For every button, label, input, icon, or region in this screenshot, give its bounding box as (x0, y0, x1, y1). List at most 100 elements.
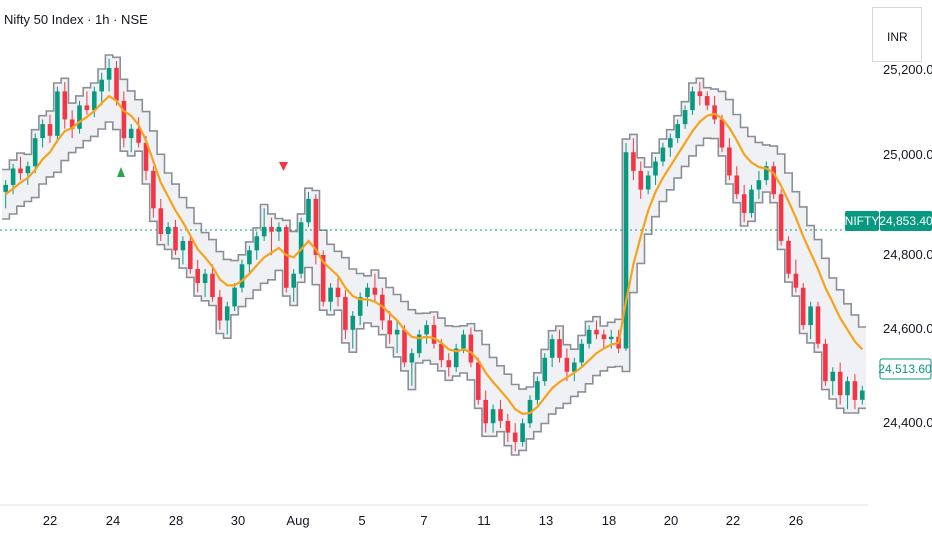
candle-body (84, 105, 90, 111)
symbol-title[interactable]: Nifty 50 Index · 1h · NSE (4, 12, 148, 27)
indicator-badge-box (879, 358, 932, 380)
candle-body (365, 287, 370, 297)
candle-body (764, 166, 769, 181)
candle-body (690, 91, 695, 111)
candle-body (549, 339, 555, 358)
candle-body (320, 255, 326, 302)
candle-body (431, 325, 437, 344)
candle-body (239, 264, 245, 288)
candle-body (660, 147, 666, 162)
candle-body (446, 360, 452, 368)
candle-body (55, 91, 60, 136)
candle-body (69, 119, 75, 129)
candle-body (645, 175, 651, 190)
price-axis[interactable]: 25,200.00 25,000.00 24,800.00 24,600.00 … (883, 62, 932, 430)
candle-body (47, 124, 53, 136)
candle-body (675, 124, 680, 139)
candle-body (77, 105, 82, 129)
price-badge-text: 24,853.40 (879, 214, 932, 228)
currency-selector[interactable]: INR (872, 7, 922, 62)
time-axis-label: 26 (789, 513, 803, 528)
candle-body (564, 357, 570, 372)
symbol-badge-text: NIFTY (845, 214, 880, 228)
candle-body (727, 147, 732, 176)
candle-body (254, 236, 260, 251)
candle-body (631, 152, 636, 171)
candle-body (542, 357, 548, 382)
candles-group (3, 58, 865, 452)
candle-body (808, 306, 813, 326)
candle-body (490, 409, 496, 424)
candle-body (261, 227, 267, 237)
candle-body (682, 110, 688, 125)
candle-body (830, 371, 836, 382)
candle-body (165, 227, 171, 234)
candle-body (18, 168, 23, 174)
triangle-down-icon (279, 162, 288, 171)
candle-body (416, 334, 422, 354)
candle-body (402, 329, 407, 363)
candle-body (180, 241, 186, 251)
candle-body (424, 325, 429, 335)
candle-body (343, 297, 348, 330)
candle-body (306, 198, 311, 223)
candle-body (638, 170, 644, 190)
candle-body (62, 91, 68, 120)
last-price-badge: NIFTY 24,853.40 (845, 211, 932, 231)
price-badge (880, 211, 932, 231)
candle-body (284, 227, 289, 288)
currency-label: INR (887, 30, 908, 44)
candle-body (476, 362, 481, 400)
candle-body (372, 287, 378, 295)
candle-body (10, 168, 16, 185)
candle-body (837, 371, 843, 396)
candle-body (778, 194, 784, 241)
candle-body (535, 381, 540, 400)
candle-body (136, 128, 141, 143)
candle-body (653, 161, 658, 176)
candle-body (800, 287, 806, 326)
candle-body (712, 105, 717, 120)
candle-body (247, 250, 252, 265)
time-axis-label: 20 (664, 513, 678, 528)
candle-body (202, 273, 208, 283)
candle-body (357, 297, 363, 316)
time-axis-label: 22 (43, 513, 57, 528)
candle-body (143, 142, 149, 171)
candle-body (121, 100, 127, 139)
indicator-badge: 24,513.60 (878, 358, 932, 380)
candle-body (276, 227, 282, 232)
candle-body (158, 208, 164, 234)
candle-body (92, 91, 97, 111)
candle-body (453, 348, 459, 368)
candle-body (756, 180, 762, 190)
candle-body (512, 432, 518, 442)
time-axis[interactable]: 22 24 28 30 Aug 5 7 11 13 18 20 22 26 (43, 513, 803, 528)
candle-body (173, 227, 178, 251)
candle-body (114, 68, 119, 101)
candle-body (786, 241, 791, 274)
candle-body (793, 273, 799, 288)
candle-body (586, 329, 592, 344)
candle-body (608, 336, 614, 340)
triangle-up-icon (117, 167, 125, 177)
candle-body (409, 353, 415, 363)
candle-body (313, 198, 319, 255)
candle-body (210, 273, 215, 298)
candle-body (771, 166, 776, 195)
candle-body (668, 138, 673, 148)
candle-body (845, 381, 850, 396)
candle-body (350, 315, 356, 330)
candle-body (557, 339, 562, 358)
symbol-badge (845, 211, 879, 231)
candle-body (520, 423, 525, 442)
candle-body (734, 175, 740, 195)
time-axis-label: 28 (169, 513, 183, 528)
time-axis-label: Aug (286, 513, 309, 528)
price-axis-label: 25,000.00 (883, 147, 932, 162)
time-axis-label: 5 (358, 513, 365, 528)
price-axis-label: 24,800.00 (883, 247, 932, 262)
candle-body (151, 170, 156, 209)
